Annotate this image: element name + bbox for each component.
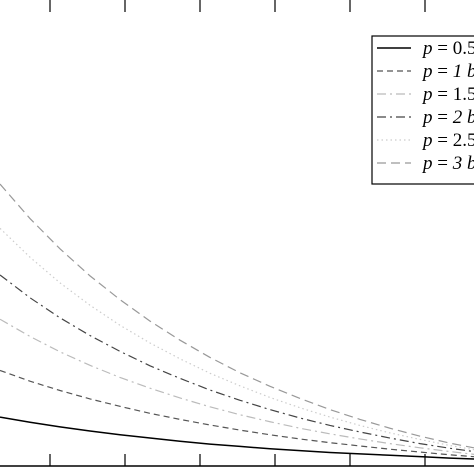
series-layer xyxy=(0,183,474,460)
legend-label-5: p = 3 b xyxy=(421,153,474,174)
legend-label-1: p = 1 b xyxy=(421,61,474,82)
series-line-4 xyxy=(0,227,474,451)
legend-label-0: p = 0.5 xyxy=(421,38,474,59)
legend-label-3: p = 2 b xyxy=(421,107,474,128)
series-line-0 xyxy=(0,416,474,460)
series-line-2 xyxy=(0,318,474,455)
legend-label-4: p = 2.5 xyxy=(421,130,474,151)
series-line-1 xyxy=(0,369,474,458)
legend-label-2: p = 1.5 xyxy=(421,84,474,105)
series-line-3 xyxy=(0,274,474,453)
series-line-5 xyxy=(0,183,474,449)
legend-box xyxy=(371,35,474,185)
legend: p = 0.5p = 1 bp = 1.5p = 2 bp = 2.5p = 3… xyxy=(371,35,474,185)
